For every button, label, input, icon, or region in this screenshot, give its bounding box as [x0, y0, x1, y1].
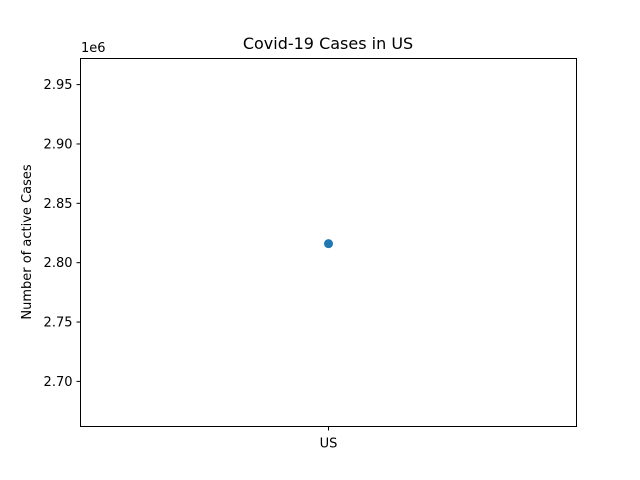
y-tick-label: 2.80 [44, 256, 73, 271]
y-tick-label: 2.75 [44, 316, 73, 331]
x-tick-label: US [320, 437, 338, 452]
y-tick-label: 2.90 [44, 137, 73, 152]
y-axis-label: Number of active Cases [20, 164, 35, 319]
y-tick-label: 2.85 [44, 197, 73, 212]
plot-frame [80, 58, 577, 427]
y-tick-label: 2.95 [44, 78, 73, 93]
data-points [324, 239, 333, 249]
y-tick-label: 2.70 [44, 375, 73, 390]
y-axis-ticks: 2.70 2.75 2.80 2.85 2.90 2.95 [44, 78, 81, 390]
y-axis-offset-label: 1e6 [81, 41, 106, 56]
data-point-us [324, 239, 333, 249]
chart-title: Covid-19 Cases in US [243, 34, 413, 53]
x-axis-ticks: US [320, 426, 338, 452]
